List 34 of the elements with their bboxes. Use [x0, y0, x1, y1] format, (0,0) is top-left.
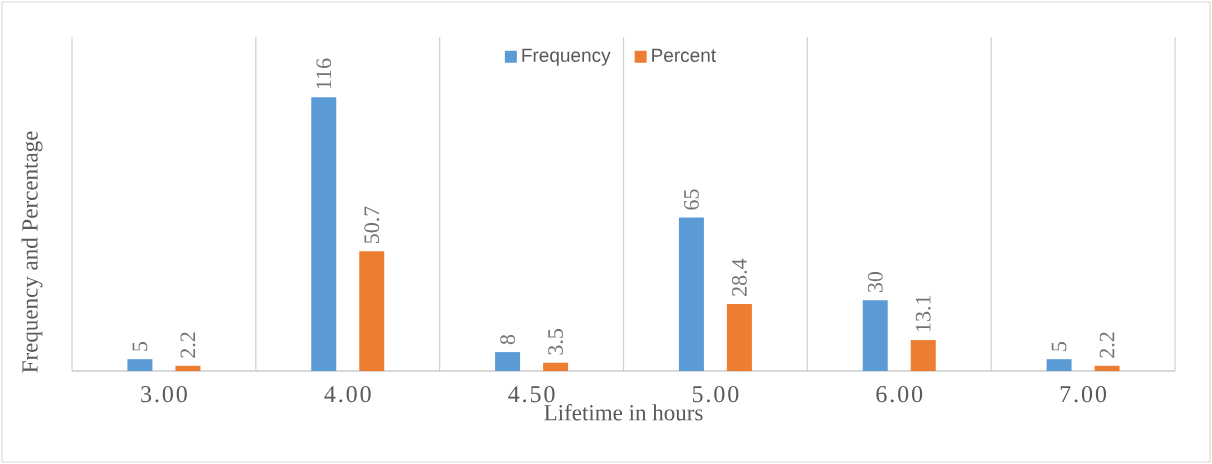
data-label: 3.5 [548, 329, 564, 355]
data-label: 28.4 [731, 258, 747, 296]
data-label: 2.2 [1099, 332, 1115, 358]
data-label: 50.7 [364, 206, 380, 243]
bar [1046, 359, 1072, 371]
bar [311, 97, 337, 371]
x-tick-label: 4.50 [508, 386, 555, 403]
data-label: 2.2 [180, 332, 196, 358]
bar [678, 217, 704, 371]
bar [543, 362, 569, 371]
x-axis-title: Lifetime in hours [544, 404, 703, 421]
bar [495, 352, 521, 371]
bar [127, 359, 153, 371]
x-tick-label: 7.00 [1060, 386, 1107, 403]
data-label: 5 [132, 341, 148, 351]
bar [910, 340, 936, 371]
bar [175, 365, 201, 371]
bar [726, 303, 752, 371]
data-label: 13.1 [915, 295, 931, 332]
x-tick-label: 3.00 [141, 386, 187, 403]
data-label: 8 [500, 334, 516, 345]
legend-label: Frequency [522, 48, 611, 66]
bar [862, 300, 888, 371]
data-label: 30 [867, 271, 883, 293]
bar [1094, 365, 1120, 371]
x-tick-label: 4.00 [324, 386, 371, 403]
bar [359, 251, 385, 371]
legend-label: Percent [652, 48, 716, 62]
data-label: 5 [1051, 341, 1067, 351]
data-label: 65 [684, 189, 699, 210]
y-axis-title: Frequency and Percentage [21, 131, 43, 373]
x-tick-label: 5.00 [692, 386, 739, 403]
data-label: 116 [316, 58, 332, 89]
x-tick-label: 6.00 [876, 386, 923, 403]
